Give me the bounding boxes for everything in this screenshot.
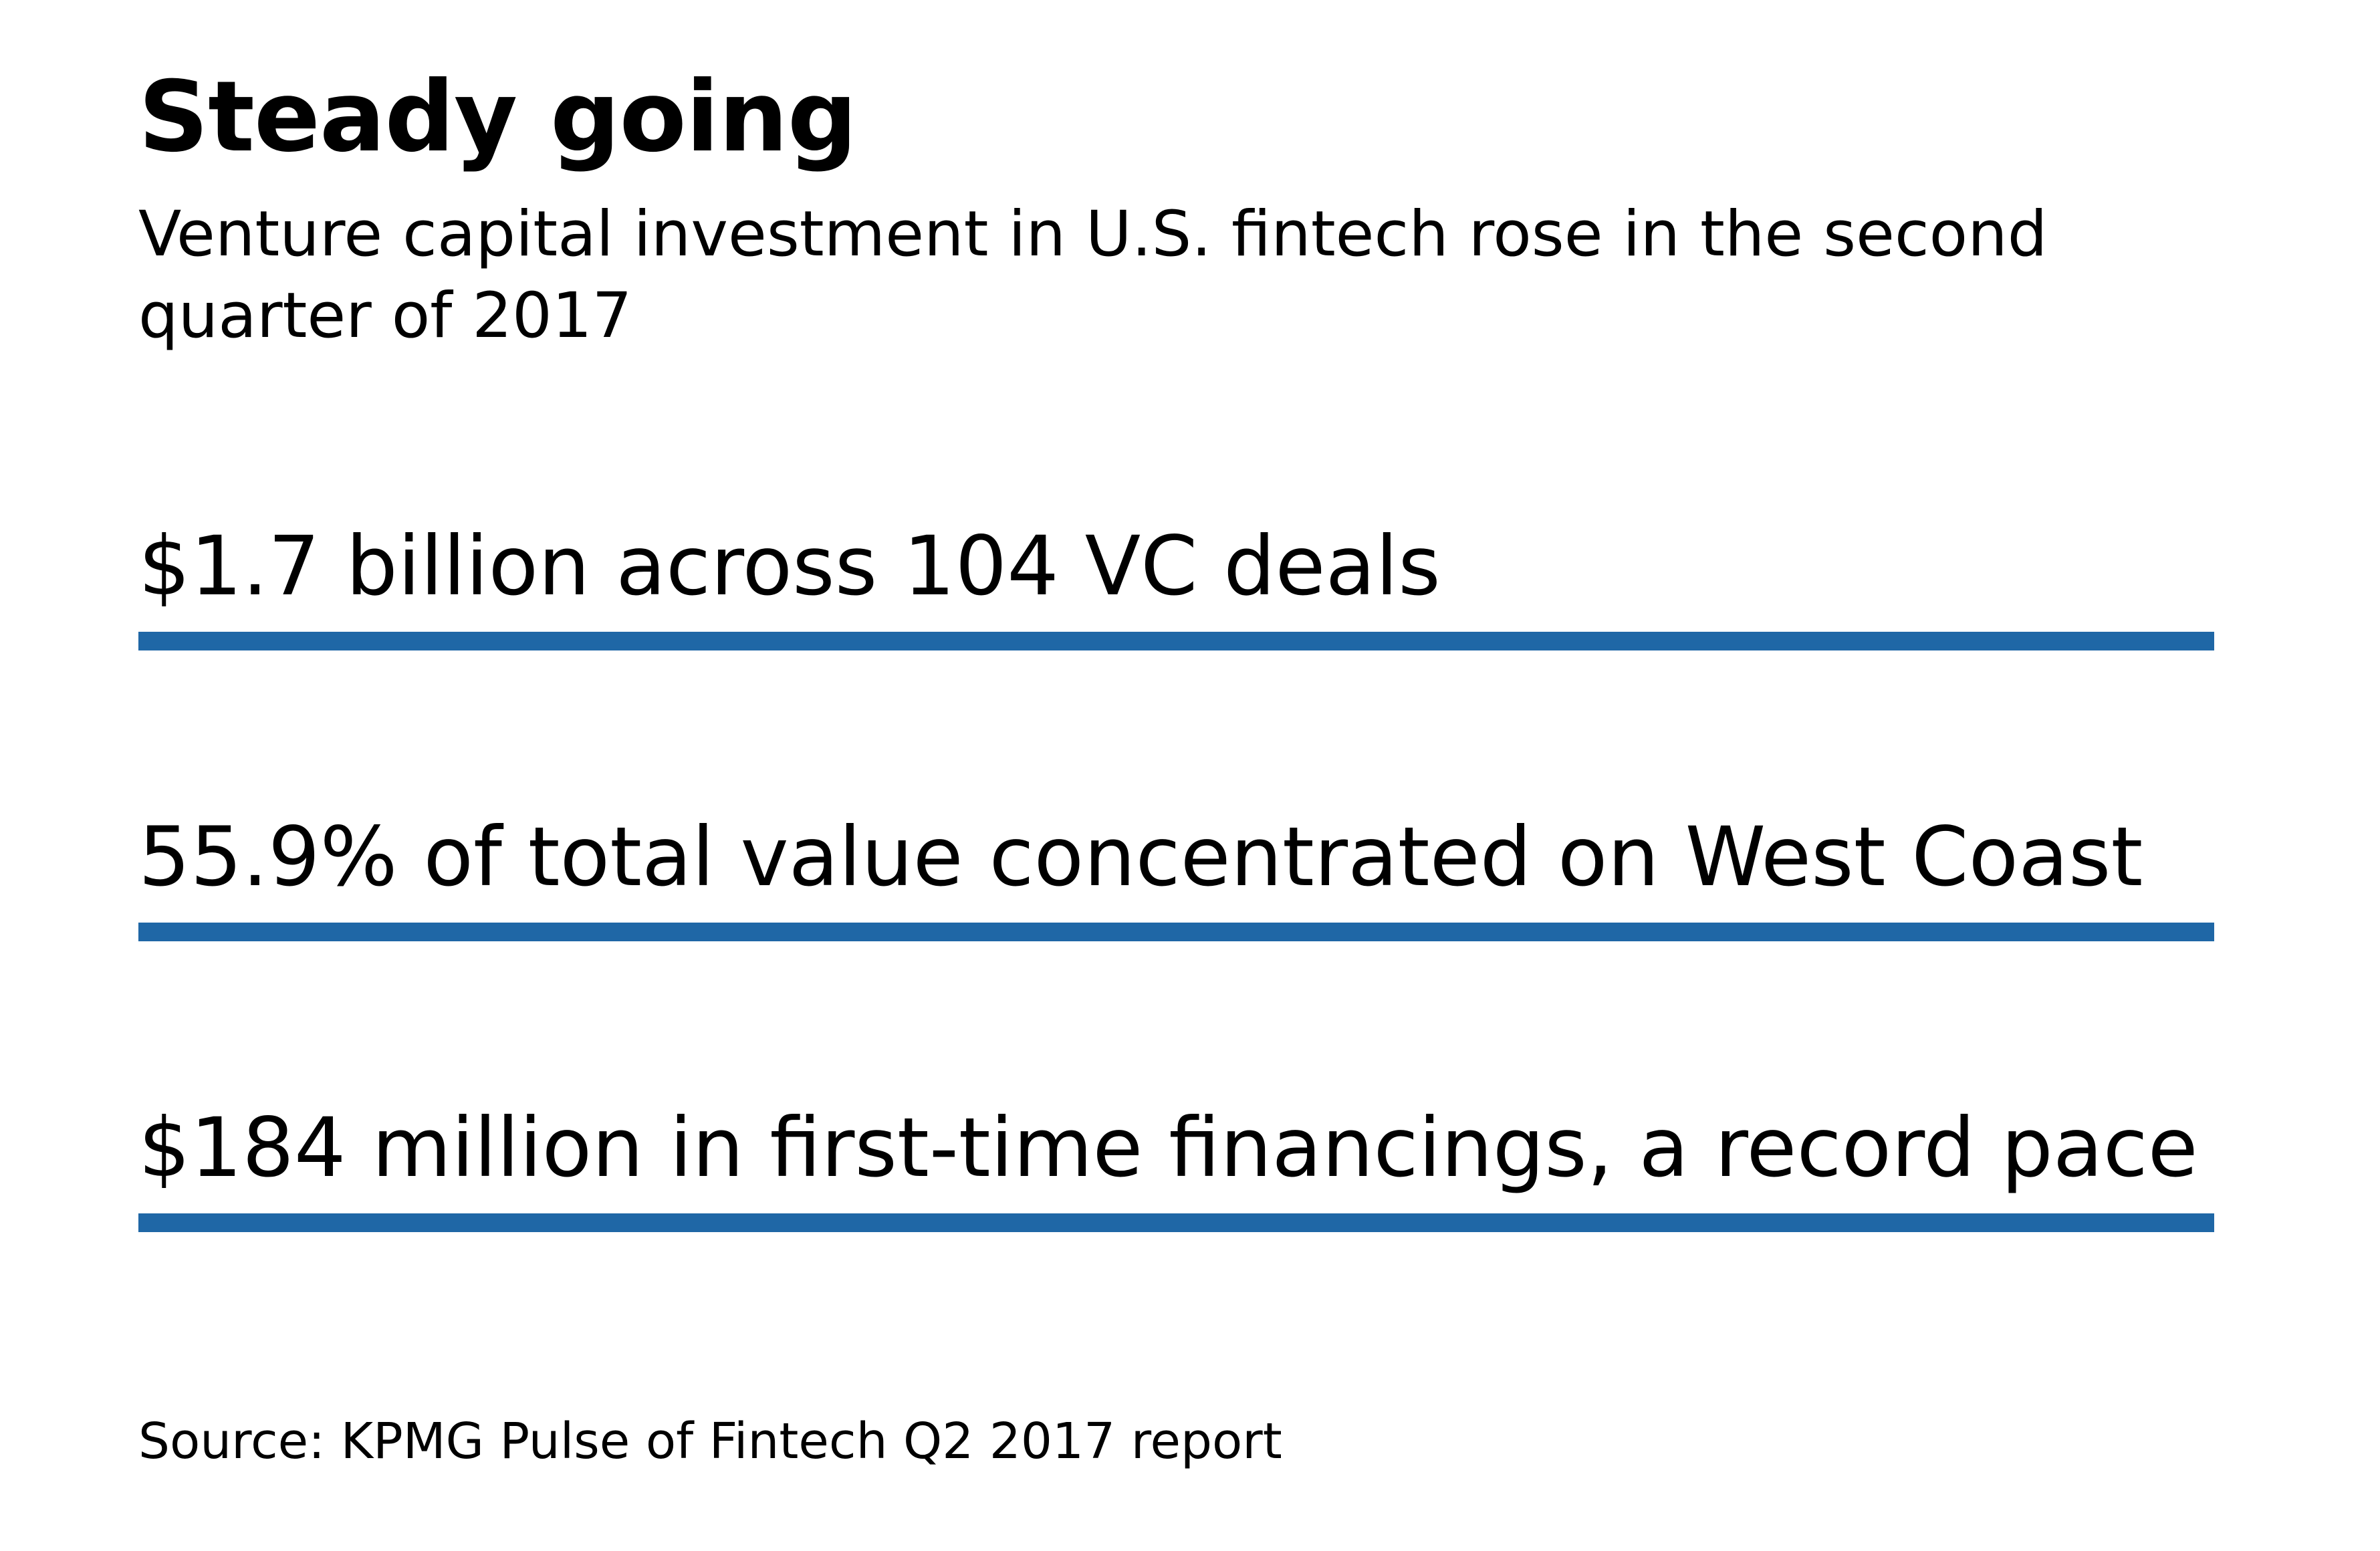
stat-underline-1 [138, 632, 2214, 650]
source-note: Source: KPMG Pulse of Fintech Q2 2017 re… [138, 1413, 1282, 1470]
stat-underline-2 [138, 923, 2214, 941]
stat-text-3: $184 million in first-time financings, a… [138, 1100, 2198, 1195]
stat-underline-3 [138, 1213, 2214, 1232]
page-title: Steady going [138, 60, 857, 174]
stat-text-2: 55.9% of total value concentrated on Wes… [138, 810, 2143, 905]
page-subtitle: Venture capital investment in U.S. finte… [138, 198, 2048, 352]
stat-text-1: $1.7 billion across 104 VC deals [138, 519, 1441, 614]
